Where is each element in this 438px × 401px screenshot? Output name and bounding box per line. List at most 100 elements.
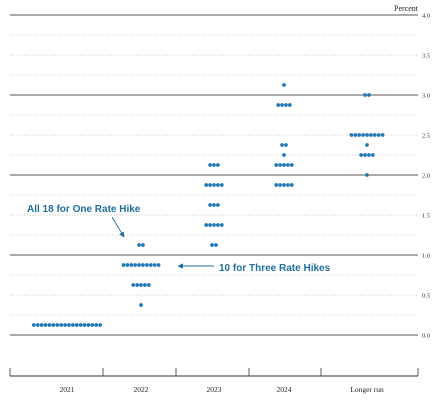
y-tick-label: 4.0 — [422, 12, 430, 19]
annotation-arrow — [111, 216, 125, 238]
dot-point — [288, 103, 292, 107]
dot-point — [137, 263, 141, 267]
dot-point — [216, 223, 220, 227]
dot-point — [148, 263, 153, 267]
dot-point — [78, 323, 83, 327]
dot-point — [67, 323, 71, 327]
dot-point — [380, 133, 385, 137]
dot-point — [156, 263, 161, 267]
dot-point — [204, 223, 209, 227]
y-tick-label: 0.0 — [422, 332, 430, 339]
y-tick-label: 2.5 — [422, 132, 430, 139]
dot-point — [210, 243, 214, 247]
x-category-label: 2023 — [207, 385, 222, 394]
dot-point — [214, 243, 218, 247]
dot-point — [55, 323, 60, 327]
dot-point — [212, 163, 216, 167]
dot-point — [289, 163, 294, 167]
dot-point — [367, 93, 371, 97]
dot-point — [282, 153, 286, 157]
dot-point — [219, 183, 224, 187]
y-axis-unit-label: Percent — [394, 4, 419, 13]
x-axis-category-labels: 2021 2022 2023 2024 Longer run — [60, 385, 385, 394]
dot-point — [208, 223, 212, 227]
dot-point — [274, 163, 279, 167]
dot-point — [286, 183, 290, 187]
x-axis — [9, 368, 419, 377]
dot-point — [353, 133, 358, 137]
dot-point — [363, 153, 367, 157]
dot-point — [43, 323, 48, 327]
dot-point — [289, 183, 294, 187]
dot-point — [47, 323, 52, 327]
dot-point — [35, 323, 40, 327]
dot-series — [31, 83, 385, 327]
dot-point — [145, 263, 149, 267]
dot-point — [208, 163, 212, 167]
dot-point — [133, 263, 137, 267]
dot-point — [74, 323, 79, 327]
dot-point — [208, 183, 212, 187]
dot-point — [365, 133, 369, 137]
dot-point — [284, 143, 288, 147]
dot-point — [152, 263, 157, 267]
dot-point — [372, 133, 377, 137]
dot-point — [208, 203, 212, 207]
dot-point — [39, 323, 44, 327]
dot-point — [280, 103, 284, 107]
dot-point — [365, 173, 369, 177]
dot-point — [90, 323, 95, 327]
dot-point — [282, 183, 286, 187]
dot-point — [82, 323, 87, 327]
dot-point — [349, 133, 354, 137]
x-category-label: 2022 — [134, 385, 149, 394]
annotation-label: All 18 for One Rate Hike — [27, 204, 141, 215]
dot-point — [278, 163, 282, 167]
dot-point — [276, 103, 280, 107]
dot-point — [212, 183, 216, 187]
dot-point — [121, 263, 126, 267]
dot-point — [369, 133, 373, 137]
gridlines — [10, 14, 418, 336]
x-category-label: 2024 — [277, 385, 292, 394]
dot-point — [143, 283, 147, 287]
dot-point — [216, 163, 220, 167]
dot-point — [212, 203, 216, 207]
dot-point — [371, 153, 375, 157]
dot-point — [278, 183, 282, 187]
dot-point — [361, 133, 365, 137]
dot-point — [274, 183, 279, 187]
dot-point — [280, 143, 284, 147]
dot-point — [98, 323, 102, 327]
dot-point — [139, 303, 143, 307]
dot-point — [135, 283, 139, 287]
dot-point — [131, 283, 136, 287]
dot-point — [141, 263, 145, 267]
dot-point — [357, 133, 362, 137]
x-category-label: 2021 — [60, 385, 75, 394]
dot-point — [359, 153, 363, 157]
dot-point — [86, 323, 91, 327]
dot-point — [363, 93, 367, 97]
dot-point — [51, 323, 56, 327]
dot-point — [204, 183, 209, 187]
y-tick-label: 3.0 — [422, 92, 430, 99]
y-tick-label: 0.5 — [422, 292, 430, 299]
dot-point — [59, 323, 64, 327]
dot-point — [219, 223, 224, 227]
dot-point — [286, 163, 290, 167]
dot-point — [146, 283, 151, 287]
annotation-label: 10 for Three Rate Hikes — [219, 263, 331, 274]
dot-point — [71, 323, 75, 327]
y-tick-label: 3.5 — [422, 52, 430, 59]
dot-point — [137, 243, 141, 247]
dot-point — [63, 323, 67, 327]
dot-point — [129, 263, 134, 267]
dot-point — [365, 143, 369, 147]
annotations: All 18 for One Rate Hike 10 for Three Rat… — [27, 204, 331, 274]
dot-point — [141, 243, 145, 247]
dot-point — [212, 223, 216, 227]
dot-point — [216, 183, 220, 187]
dot-point — [125, 263, 130, 267]
